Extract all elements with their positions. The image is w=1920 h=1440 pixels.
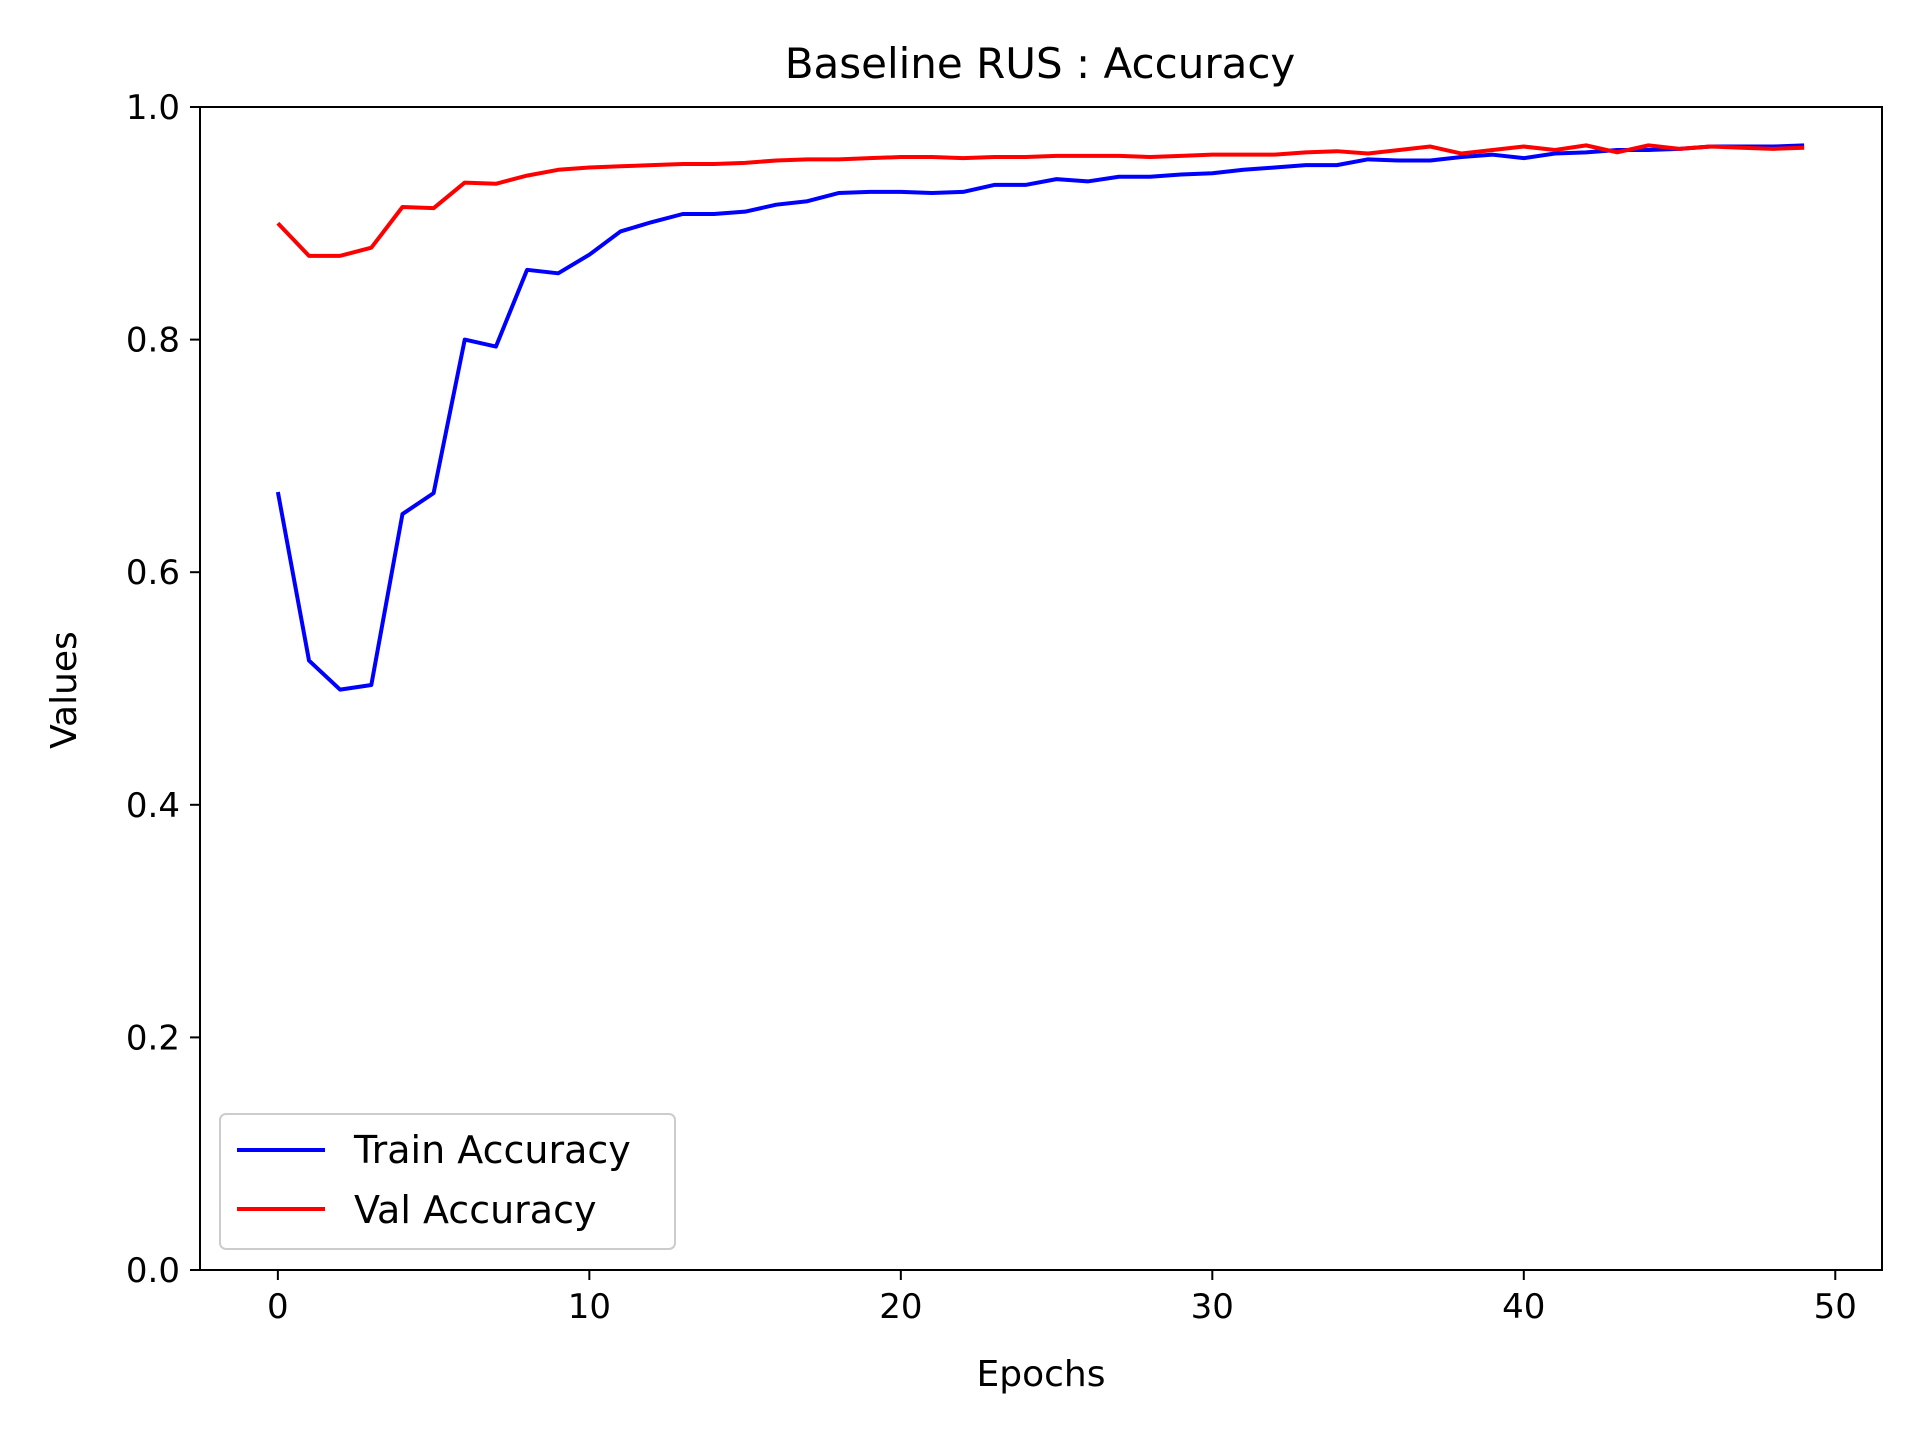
x-axis-ticks: 0 10 20 30 40 50 (267, 1270, 1857, 1327)
series-layer (275, 143, 1805, 692)
legend: Train Accuracy Val Accuracy (219, 1113, 676, 1250)
series-line-train-accuracy (275, 143, 1805, 692)
y-tick-label: 0.4 (126, 786, 180, 826)
chart-title: Baseline RUS : Accuracy (785, 39, 1296, 88)
y-tick-label: 0.0 (126, 1251, 180, 1291)
x-tick-label: 30 (1191, 1287, 1234, 1327)
y-axis-label: Values (44, 631, 85, 749)
x-axis-label: Epochs (977, 1354, 1106, 1395)
series-line-val-accuracy (276, 143, 1805, 258)
y-tick-label: 1.0 (126, 88, 180, 128)
legend-label-train-accuracy: Train Accuracy (353, 1128, 631, 1172)
x-tick-label: 20 (879, 1287, 922, 1327)
x-tick-label: 0 (267, 1287, 289, 1327)
y-tick-label: 0.8 (126, 321, 180, 361)
y-axis-ticks: 0.0 0.2 0.4 0.6 0.8 1.0 (126, 88, 200, 1291)
y-tick-label: 0.2 (126, 1018, 180, 1058)
x-tick-label: 10 (568, 1287, 611, 1327)
x-tick-label: 40 (1502, 1287, 1545, 1327)
y-tick-label: 0.6 (126, 553, 180, 593)
legend-label-val-accuracy: Val Accuracy (354, 1188, 596, 1232)
legend-box (219, 1113, 676, 1250)
x-tick-label: 50 (1814, 1287, 1857, 1327)
plot-frame (199, 106, 1883, 1271)
